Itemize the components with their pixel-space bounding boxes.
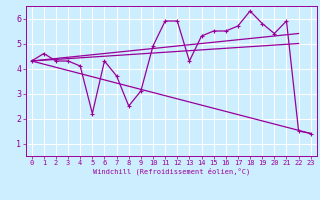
- X-axis label: Windchill (Refroidissement éolien,°C): Windchill (Refroidissement éolien,°C): [92, 168, 250, 175]
